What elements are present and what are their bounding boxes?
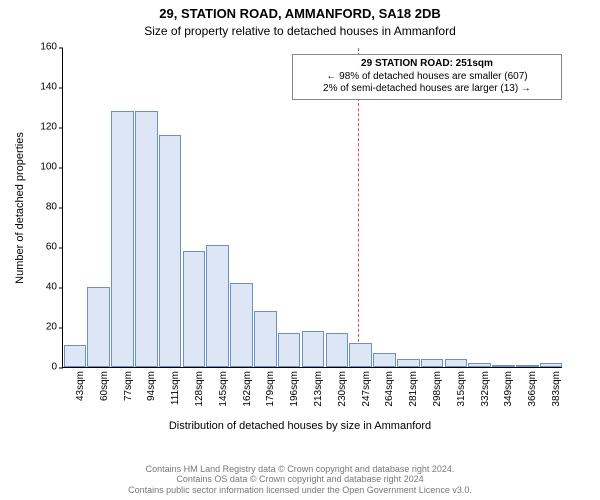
- x-tick: 196sqm: [289, 367, 300, 407]
- y-tick: 80: [46, 202, 63, 213]
- chart-title-sub: Size of property relative to detached ho…: [0, 24, 600, 38]
- x-tick: 281sqm: [408, 367, 419, 407]
- x-tick: 315sqm: [456, 367, 467, 407]
- annotation-box: 29 STATION ROAD: 251sqm ← 98% of detache…: [292, 54, 562, 100]
- x-axis-label: Distribution of detached houses by size …: [0, 420, 600, 432]
- x-tick: 145sqm: [218, 367, 229, 407]
- x-tick: 247sqm: [361, 367, 372, 407]
- x-tick: 128sqm: [194, 367, 205, 407]
- histogram-bar: [326, 333, 349, 367]
- chart-footer: Contains HM Land Registry data © Crown c…: [0, 464, 600, 496]
- y-tick: 140: [40, 82, 63, 93]
- x-tick: 349sqm: [503, 367, 514, 407]
- x-tick: 332sqm: [480, 367, 491, 407]
- x-tick: 111sqm: [170, 367, 181, 405]
- histogram-bar: [135, 111, 158, 367]
- histogram-bar: [421, 359, 444, 367]
- x-tick: 77sqm: [123, 367, 134, 401]
- x-tick: 60sqm: [99, 367, 110, 401]
- histogram-bar: [206, 245, 229, 367]
- histogram-bar: [64, 345, 87, 367]
- footer-line-2: Contains OS data © Crown copyright and d…: [0, 474, 600, 485]
- chart-container: 29, STATION ROAD, AMMANFORD, SA18 2DB Si…: [0, 0, 600, 500]
- histogram-bar: [397, 359, 420, 367]
- histogram-bar: [87, 287, 110, 367]
- x-tick: 298sqm: [432, 367, 443, 407]
- histogram-bar: [254, 311, 277, 367]
- footer-line-3: Contains public sector information licen…: [0, 485, 600, 496]
- y-tick: 0: [51, 362, 63, 373]
- y-axis-label: Number of detached properties: [14, 48, 26, 368]
- y-tick: 60: [46, 242, 63, 253]
- x-tick: 213sqm: [313, 367, 324, 407]
- chart-title-main: 29, STATION ROAD, AMMANFORD, SA18 2DB: [0, 6, 600, 21]
- x-tick: 264sqm: [384, 367, 395, 407]
- annotation-line-2: ← 98% of detached houses are smaller (60…: [299, 71, 555, 84]
- x-tick: 366sqm: [527, 367, 538, 407]
- histogram-bar: [445, 359, 468, 367]
- x-tick: 162sqm: [242, 367, 253, 407]
- histogram-bar: [111, 111, 134, 367]
- x-tick: 43sqm: [75, 367, 86, 401]
- x-tick: 383sqm: [551, 367, 562, 407]
- footer-line-1: Contains HM Land Registry data © Crown c…: [0, 464, 600, 475]
- y-tick: 20: [46, 322, 63, 333]
- annotation-line-3: 2% of semi-detached houses are larger (1…: [299, 83, 555, 96]
- histogram-bar: [278, 333, 301, 367]
- x-tick: 179sqm: [265, 367, 276, 407]
- annotation-line-1: 29 STATION ROAD: 251sqm: [299, 58, 555, 71]
- histogram-bar: [373, 353, 396, 367]
- histogram-bar: [349, 343, 372, 367]
- histogram-bar: [183, 251, 206, 367]
- histogram-bar: [302, 331, 325, 367]
- histogram-bar: [230, 283, 253, 367]
- x-tick: 230sqm: [337, 367, 348, 407]
- plot-area: 29 STATION ROAD: 251sqm ← 98% of detache…: [62, 48, 562, 368]
- y-tick: 120: [40, 122, 63, 133]
- histogram-bar: [159, 135, 182, 367]
- x-tick: 94sqm: [146, 367, 157, 401]
- y-tick: 100: [40, 162, 63, 173]
- y-tick: 160: [40, 42, 63, 53]
- y-tick: 40: [46, 282, 63, 293]
